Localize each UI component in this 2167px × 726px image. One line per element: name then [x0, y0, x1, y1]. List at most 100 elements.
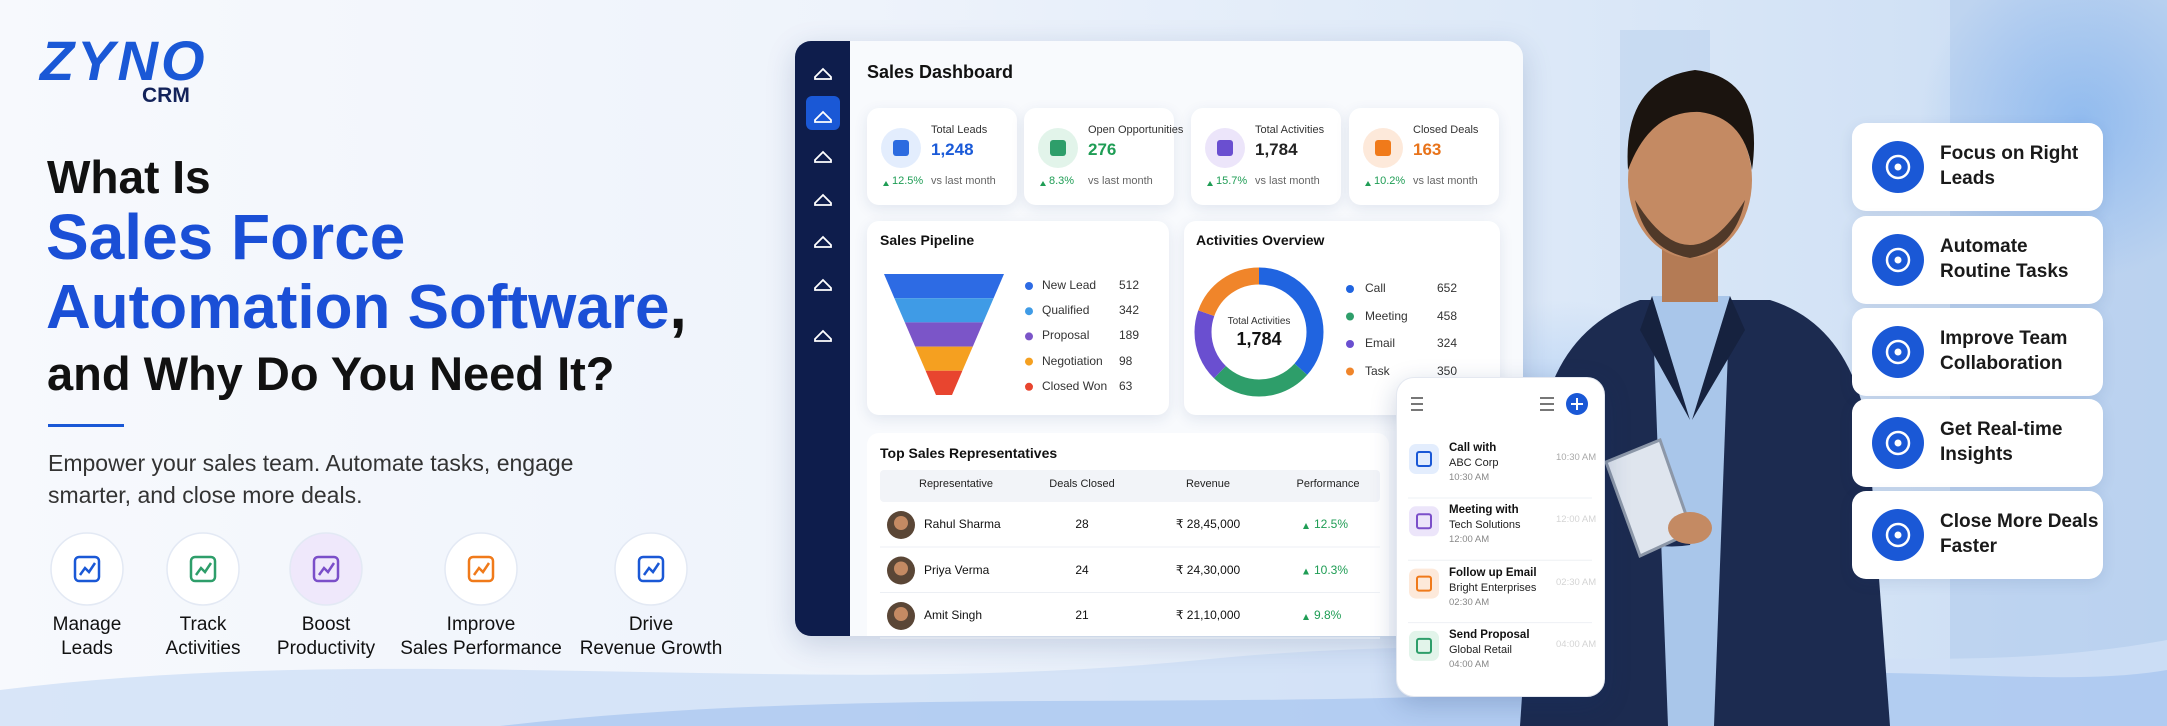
- kpi-change: 12.5%: [892, 175, 924, 187]
- head: [1628, 102, 1752, 258]
- avatar-face: [894, 561, 908, 576]
- benefit-label: Drive: [628, 614, 674, 635]
- item-time: 04:00 AM: [1449, 658, 1490, 670]
- rep-performance: 12.5%: [1314, 517, 1349, 531]
- legend-label: Qualified: [1042, 303, 1090, 318]
- funnel-stage: [915, 346, 973, 371]
- donut-segment: [1194, 267, 1324, 397]
- tagline: smarter, and close more deals.: [48, 482, 363, 508]
- item-icon-bg: [1409, 506, 1439, 537]
- kpi-up-arrow: [1207, 181, 1213, 186]
- feature-label: Insights: [1940, 444, 2013, 465]
- benefit-label: Activities: [165, 638, 241, 659]
- reps-column-header: Deals Closed: [1049, 478, 1115, 490]
- legend-dot: [1025, 282, 1033, 290]
- donut-segment: [1194, 267, 1324, 397]
- headline-underline: [48, 424, 124, 427]
- legend-label: Negotiation: [1042, 353, 1103, 368]
- feature-label: Collaboration: [1940, 353, 2063, 374]
- perf-arrow: [1303, 523, 1309, 529]
- kpi-label: Total Leads: [931, 124, 988, 136]
- funnel-stage: [884, 274, 1004, 299]
- funnel-stage: [894, 298, 994, 323]
- dashboard-title: Sales Dashboard: [867, 62, 1014, 82]
- pipeline-title: Sales Pipeline: [880, 232, 975, 248]
- benefit-icon-glyph: [73, 555, 101, 583]
- feature-icon: [1894, 348, 1902, 356]
- legend-dot: [1346, 340, 1354, 348]
- benefit-label: Track: [179, 614, 227, 635]
- item-icon: [1416, 637, 1432, 654]
- benefit-label: Productivity: [276, 638, 376, 659]
- item-icon-bg: [1409, 444, 1439, 474]
- hair: [1627, 70, 1755, 170]
- rep-performance: 10.3%: [1314, 562, 1349, 577]
- benefit-label: Manage: [52, 614, 122, 635]
- kpi-value: 163: [1413, 140, 1442, 159]
- dashboard-sidebar: [795, 41, 850, 636]
- headline-highlight: Automation Software: [46, 273, 670, 342]
- rep-name: Priya Verma: [924, 562, 990, 577]
- perf-arrow: [1303, 568, 1309, 575]
- avatar-face: [894, 607, 908, 621]
- kpi-icon: [1050, 140, 1066, 156]
- legend-label: New Lead: [1042, 278, 1097, 292]
- rep-revenue: ₹ 28,45,000: [1175, 517, 1241, 531]
- shirt: [1652, 296, 1730, 726]
- rep-name: Amit Singh: [924, 608, 983, 622]
- reps-header-bg: [880, 470, 1380, 502]
- item-icon: [1416, 513, 1432, 530]
- legend-dot: [1346, 367, 1354, 376]
- legend-dot: [1025, 382, 1033, 391]
- feature-icon: [1885, 154, 1911, 180]
- kpi-label: Closed Deals: [1413, 124, 1479, 136]
- headline-comma: ,: [669, 273, 687, 342]
- feature-label: Automate: [1940, 236, 2028, 257]
- legend-value: 342: [1119, 303, 1140, 318]
- legend-dot: [1025, 357, 1033, 366]
- kpi-value: 1,784: [1255, 140, 1298, 159]
- kpi-up-arrow: [1365, 181, 1371, 186]
- feature-label: Routine Tasks: [1940, 261, 2069, 282]
- donut-center-label: Total Activities: [1227, 316, 1291, 327]
- item-subtitle: Global Retail: [1449, 643, 1512, 656]
- feature-label: Get Real-time: [1940, 419, 2063, 440]
- kpi-up-arrow: [1040, 181, 1046, 186]
- feature-icon: [1894, 531, 1902, 539]
- feature-icon: [1885, 339, 1911, 365]
- item-time-right: 02:30 AM: [1556, 576, 1597, 588]
- kpi-icon: [1375, 140, 1391, 156]
- benefit-label: Sales Performance: [400, 638, 562, 659]
- reps-column-header: Representative: [919, 478, 993, 490]
- kpi-note: vs last month: [1413, 175, 1478, 187]
- benefit-icon-glyph: [194, 562, 213, 576]
- feature-icon: [1894, 163, 1902, 171]
- benefit-icon-glyph: [189, 555, 217, 583]
- kpi-label: Open Opportunities: [1088, 124, 1184, 136]
- funnel-stage: [925, 370, 963, 395]
- legend-value: 324: [1437, 336, 1458, 350]
- item-icon-bg: [1409, 630, 1439, 661]
- benefit-icon-glyph: [317, 562, 336, 576]
- legend-value: 63: [1119, 378, 1133, 393]
- benefit-label: Revenue Growth: [579, 638, 723, 659]
- legend-label: Closed Won: [1042, 378, 1108, 393]
- hand: [1668, 512, 1712, 544]
- sidebar-icon: [814, 110, 832, 123]
- kpi-note: vs last month: [1255, 175, 1320, 187]
- item-title: Call with: [1449, 442, 1497, 454]
- brand-logo: ZYNO: [40, 29, 208, 92]
- feature-label: Focus on Right: [1940, 143, 2079, 164]
- sidebar-icon: [814, 278, 832, 291]
- feature-icon: [1885, 247, 1911, 273]
- brand-product: CRM: [142, 84, 190, 107]
- kpi-change: 10.2%: [1374, 175, 1406, 187]
- feature-icon: [1894, 256, 1902, 264]
- lapel: [1640, 296, 1745, 420]
- item-subtitle: ABC Corp: [1449, 457, 1499, 469]
- tagline: Empower your sales team. Automate tasks,…: [48, 450, 574, 476]
